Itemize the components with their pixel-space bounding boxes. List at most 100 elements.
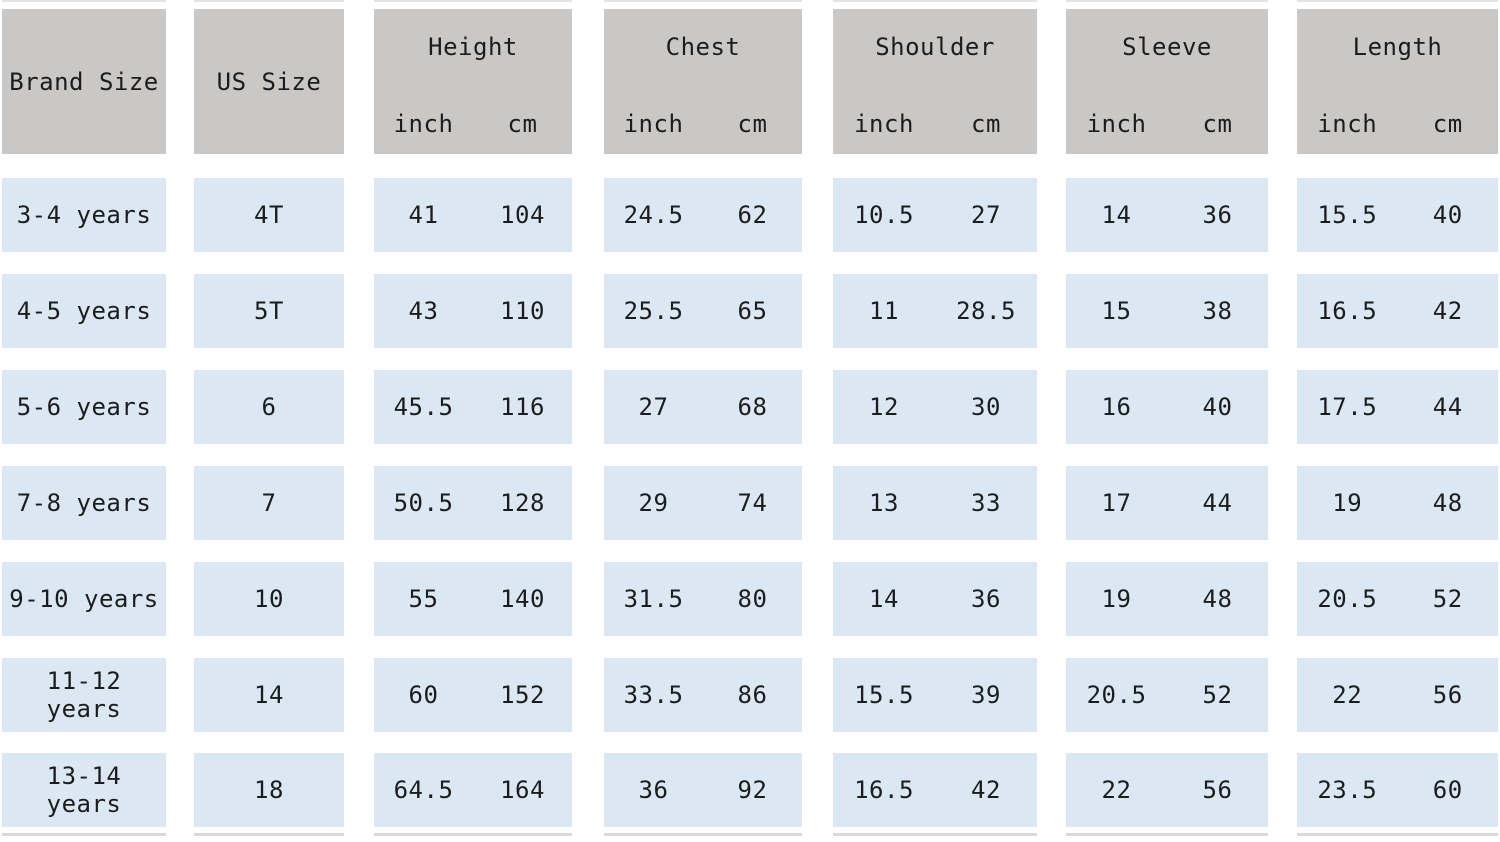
- cell-value-cm: 44: [1432, 393, 1463, 421]
- cell-brand-size: 9-10 years: [2, 562, 166, 636]
- cell-value-inch: 11: [869, 297, 899, 325]
- cell-height: 60 152: [374, 658, 572, 732]
- cell-value: 5-6 years: [16, 393, 152, 421]
- cell-value-cm: 27: [971, 201, 1001, 229]
- crop-artifact-line: [833, 833, 1037, 836]
- cell-value-cm: 65: [737, 297, 768, 325]
- cell-sleeve: 14 36: [1066, 178, 1268, 252]
- cell-shoulder: 16.5 42: [833, 753, 1037, 827]
- cell-value-cm: 60: [1432, 776, 1463, 804]
- cell-value-inch: 24.5: [623, 201, 684, 229]
- cell-us-size: 5T: [194, 274, 344, 348]
- cell-value-inch: 16.5: [854, 776, 914, 804]
- cell-value: 7-8 years: [16, 489, 152, 517]
- unit-label-cm: cm: [507, 110, 538, 138]
- cell-value-inch: 12: [869, 393, 899, 421]
- cell-value-cm: 40: [1432, 201, 1463, 229]
- cell-length: 15.5 40: [1297, 178, 1498, 252]
- cell-value-inch: 13: [869, 489, 899, 517]
- cell-value: 13-14 years: [46, 762, 122, 818]
- cell-value-inch: 14: [869, 585, 899, 613]
- cell-value: 11-12 years: [46, 667, 122, 723]
- cell-brand-size: 5-6 years: [2, 370, 166, 444]
- header-cell-us-size: US Size: [194, 9, 344, 154]
- cell-length: 23.5 60: [1297, 753, 1498, 827]
- cell-value-cm: 48: [1432, 489, 1463, 517]
- cell-value-cm: 86: [737, 681, 768, 709]
- cell-value-inch: 43: [408, 297, 439, 325]
- unit-label-inch: inch: [854, 110, 914, 138]
- cell-value: 14: [254, 681, 284, 709]
- cell-sleeve: 15 38: [1066, 274, 1268, 348]
- crop-artifact-line: [1066, 833, 1268, 836]
- cell-value-cm: 40: [1202, 393, 1233, 421]
- cell-brand-size: 11-12 years: [2, 658, 166, 732]
- cell-length: 20.5 52: [1297, 562, 1498, 636]
- cell-us-size: 4T: [194, 178, 344, 252]
- cell-length: 16.5 42: [1297, 274, 1498, 348]
- cell-value-cm: 36: [971, 585, 1001, 613]
- cell-value: 18: [254, 776, 284, 804]
- cell-value-inch: 23.5: [1317, 776, 1378, 804]
- cell-shoulder: 11 28.5: [833, 274, 1037, 348]
- cell-chest: 31.5 80: [604, 562, 802, 636]
- cell-value-cm: 42: [1432, 297, 1463, 325]
- cell-value-inch: 31.5: [623, 585, 684, 613]
- cell-value-cm: 39: [971, 681, 1001, 709]
- cell-value-cm: 56: [1202, 776, 1233, 804]
- cell-value-inch: 50.5: [393, 489, 454, 517]
- crop-artifact-line: [1297, 0, 1498, 2]
- crop-artifact-line: [1297, 833, 1498, 836]
- cell-value-inch: 16.5: [1317, 297, 1378, 325]
- cell-value-inch: 36: [638, 776, 669, 804]
- cell-value-inch: 15.5: [1317, 201, 1378, 229]
- cell-value-cm: 36: [1202, 201, 1233, 229]
- cell-value: 6: [261, 393, 277, 421]
- header-label: Brand Size: [9, 67, 159, 96]
- cell-value: 7: [261, 489, 277, 517]
- cell-height: 55 140: [374, 562, 572, 636]
- cell-value-inch: 22: [1101, 776, 1132, 804]
- header-label: US Size: [216, 67, 322, 96]
- cell-value-inch: 19: [1332, 489, 1363, 517]
- cell-value-inch: 15: [1101, 297, 1132, 325]
- cell-value: 10: [254, 585, 284, 613]
- cell-us-size: 14: [194, 658, 344, 732]
- crop-artifact-line: [374, 833, 572, 836]
- cell-value-inch: 27: [638, 393, 669, 421]
- crop-artifact-line: [604, 0, 802, 2]
- cell-value-inch: 29: [638, 489, 669, 517]
- unit-label-inch: inch: [393, 110, 454, 138]
- cell-value-inch: 17: [1101, 489, 1132, 517]
- cell-height: 43 110: [374, 274, 572, 348]
- crop-artifact-line: [2, 833, 166, 836]
- cell-sleeve: 22 56: [1066, 753, 1268, 827]
- cell-value-cm: 62: [737, 201, 768, 229]
- header-cell-sleeve: Sleeve inch cm: [1066, 9, 1268, 154]
- cell-value-inch: 60: [408, 681, 439, 709]
- cell-value-inch: 22: [1332, 681, 1363, 709]
- cell-sleeve: 20.5 52: [1066, 658, 1268, 732]
- cell-shoulder: 12 30: [833, 370, 1037, 444]
- unit-label-cm: cm: [1202, 110, 1233, 138]
- cell-us-size: 18: [194, 753, 344, 827]
- cell-shoulder: 14 36: [833, 562, 1037, 636]
- cell-value-cm: 48: [1202, 585, 1233, 613]
- cell-height: 64.5 164: [374, 753, 572, 827]
- cell-shoulder: 10.5 27: [833, 178, 1037, 252]
- cell-value-cm: 116: [500, 393, 545, 421]
- unit-label-inch: inch: [623, 110, 684, 138]
- cell-value-inch: 45.5: [393, 393, 454, 421]
- cell-value-cm: 33: [971, 489, 1001, 517]
- cell-value-cm: 128: [500, 489, 545, 517]
- cell-brand-size: 7-8 years: [2, 466, 166, 540]
- cell-value-cm: 38: [1202, 297, 1233, 325]
- crop-artifact-line: [604, 833, 802, 836]
- header-label: Shoulder: [875, 33, 995, 61]
- cell-value-inch: 15.5: [854, 681, 914, 709]
- cell-height: 41 104: [374, 178, 572, 252]
- cell-length: 19 48: [1297, 466, 1498, 540]
- cell-value-cm: 74: [737, 489, 768, 517]
- header-cell-chest: Chest inch cm: [604, 9, 802, 154]
- cell-length: 22 56: [1297, 658, 1498, 732]
